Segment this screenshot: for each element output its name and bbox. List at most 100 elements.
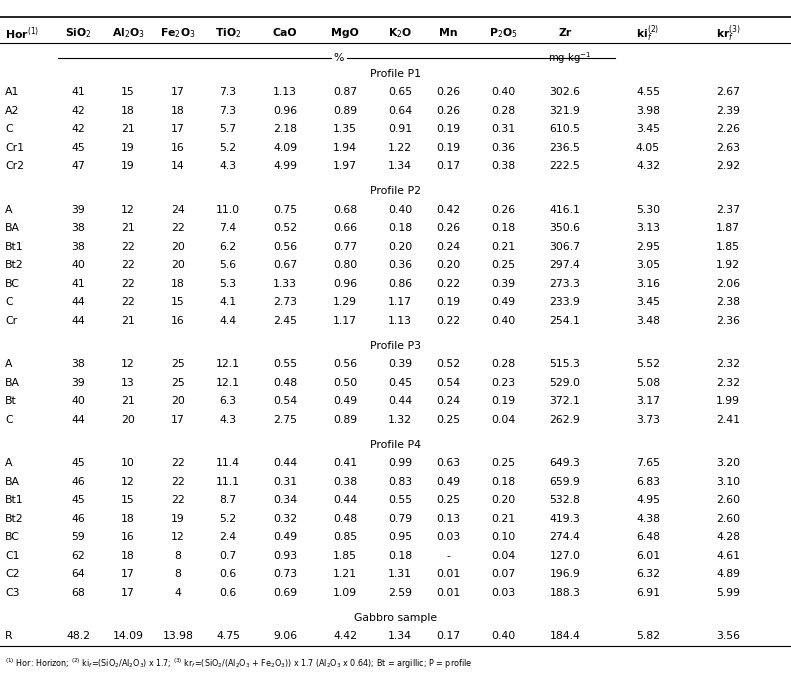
- Text: kr$_f^{(3)}$: kr$_f^{(3)}$: [716, 23, 740, 44]
- Text: 17: 17: [171, 415, 185, 425]
- Text: 1.87: 1.87: [716, 224, 740, 233]
- Text: 22: 22: [121, 297, 135, 308]
- Text: 0.40: 0.40: [491, 632, 515, 641]
- Text: 0.66: 0.66: [333, 224, 357, 233]
- Text: 4.4: 4.4: [219, 316, 237, 326]
- Text: 0.63: 0.63: [436, 458, 460, 469]
- Text: 0.03: 0.03: [436, 533, 460, 542]
- Text: 45: 45: [71, 495, 85, 506]
- Text: 3.13: 3.13: [636, 224, 660, 233]
- Text: 4.3: 4.3: [219, 162, 237, 171]
- Text: C1: C1: [5, 551, 20, 561]
- Text: 2.37: 2.37: [716, 205, 740, 215]
- Text: 222.5: 222.5: [550, 162, 581, 171]
- Text: 3.17: 3.17: [636, 396, 660, 407]
- Text: 0.10: 0.10: [491, 533, 515, 542]
- Text: 0.24: 0.24: [436, 242, 460, 252]
- Text: 0.28: 0.28: [491, 106, 515, 116]
- Text: Mn: Mn: [439, 28, 457, 39]
- Text: 4: 4: [175, 588, 181, 598]
- Text: 20: 20: [171, 396, 185, 407]
- Text: 0.44: 0.44: [273, 458, 297, 469]
- Text: 2.60: 2.60: [716, 495, 740, 506]
- Text: 0.20: 0.20: [436, 261, 460, 270]
- Text: 0.42: 0.42: [436, 205, 460, 215]
- Text: Hor$^{(1)}$: Hor$^{(1)}$: [5, 25, 40, 42]
- Text: 12: 12: [121, 205, 135, 215]
- Text: 44: 44: [71, 316, 85, 326]
- Text: 350.6: 350.6: [550, 224, 581, 233]
- Text: 1.29: 1.29: [333, 297, 357, 308]
- Text: 0.40: 0.40: [491, 87, 515, 98]
- Text: 297.4: 297.4: [550, 261, 581, 270]
- Text: 0.96: 0.96: [273, 106, 297, 116]
- Text: 6.2: 6.2: [219, 242, 237, 252]
- Text: ki$_f^{(2)}$: ki$_f^{(2)}$: [637, 23, 660, 44]
- Text: 11.1: 11.1: [216, 477, 240, 487]
- Text: 0.34: 0.34: [273, 495, 297, 506]
- Text: 21: 21: [121, 396, 135, 407]
- Text: 1.17: 1.17: [333, 316, 357, 326]
- Text: 0.89: 0.89: [333, 415, 357, 425]
- Text: 46: 46: [71, 514, 85, 524]
- Text: 16: 16: [171, 143, 185, 153]
- Text: 0.83: 0.83: [388, 477, 412, 487]
- Text: 196.9: 196.9: [550, 570, 581, 579]
- Text: 2.18: 2.18: [273, 125, 297, 134]
- Text: R: R: [5, 632, 13, 641]
- Text: 41: 41: [71, 279, 85, 289]
- Text: K$_2$O: K$_2$O: [388, 27, 412, 41]
- Text: 3.98: 3.98: [636, 106, 660, 116]
- Text: 0.04: 0.04: [491, 415, 515, 425]
- Text: 1.17: 1.17: [388, 297, 412, 308]
- Text: 6.48: 6.48: [636, 533, 660, 542]
- Text: 302.6: 302.6: [550, 87, 581, 98]
- Text: 372.1: 372.1: [550, 396, 581, 407]
- Text: Profile P4: Profile P4: [370, 440, 421, 450]
- Text: mg kg$^{-1}$: mg kg$^{-1}$: [548, 50, 592, 66]
- Text: 0.85: 0.85: [333, 533, 357, 542]
- Text: 0.49: 0.49: [436, 477, 460, 487]
- Text: 0.45: 0.45: [388, 378, 412, 388]
- Text: 254.1: 254.1: [550, 316, 581, 326]
- Text: 0.21: 0.21: [491, 514, 515, 524]
- Text: 0.32: 0.32: [273, 514, 297, 524]
- Text: 306.7: 306.7: [550, 242, 581, 252]
- Text: 4.3: 4.3: [219, 415, 237, 425]
- Text: 0.6: 0.6: [219, 588, 237, 598]
- Text: 2.67: 2.67: [716, 87, 740, 98]
- Text: 0.93: 0.93: [273, 551, 297, 561]
- Text: 0.13: 0.13: [436, 514, 460, 524]
- Text: 233.9: 233.9: [550, 297, 581, 308]
- Text: C: C: [5, 125, 13, 134]
- Text: 19: 19: [121, 162, 135, 171]
- Text: A: A: [5, 205, 13, 215]
- Text: 0.21: 0.21: [491, 242, 515, 252]
- Text: $^{(1)}$ Hor: Horizon; $^{(2)}$ ki$_f$=(SiO$_2$/Al$_2$O$_3$) x 1.7; $^{(3)}$ kr$: $^{(1)}$ Hor: Horizon; $^{(2)}$ ki$_f$=(…: [5, 657, 472, 671]
- Text: 45: 45: [71, 143, 85, 153]
- Text: Cr: Cr: [5, 316, 17, 326]
- Text: 3.48: 3.48: [636, 316, 660, 326]
- Text: 1.32: 1.32: [388, 415, 412, 425]
- Text: BC: BC: [5, 533, 20, 542]
- Text: A: A: [5, 359, 13, 369]
- Text: 529.0: 529.0: [550, 378, 581, 388]
- Text: 8.7: 8.7: [219, 495, 237, 506]
- Text: A: A: [5, 458, 13, 469]
- Text: Bt1: Bt1: [5, 495, 24, 506]
- Text: Cr2: Cr2: [5, 162, 24, 171]
- Text: Fe$_2$O$_3$: Fe$_2$O$_3$: [160, 27, 196, 41]
- Text: 47: 47: [71, 162, 85, 171]
- Text: 0.39: 0.39: [491, 279, 515, 289]
- Text: 1.97: 1.97: [333, 162, 357, 171]
- Text: 22: 22: [171, 495, 185, 506]
- Text: 44: 44: [71, 415, 85, 425]
- Text: 532.8: 532.8: [550, 495, 581, 506]
- Text: 0.18: 0.18: [388, 551, 412, 561]
- Text: CaO: CaO: [273, 28, 297, 39]
- Text: 0.28: 0.28: [491, 359, 515, 369]
- Text: 184.4: 184.4: [550, 632, 581, 641]
- Text: 12: 12: [121, 477, 135, 487]
- Text: A1: A1: [5, 87, 19, 98]
- Text: 13.98: 13.98: [163, 632, 194, 641]
